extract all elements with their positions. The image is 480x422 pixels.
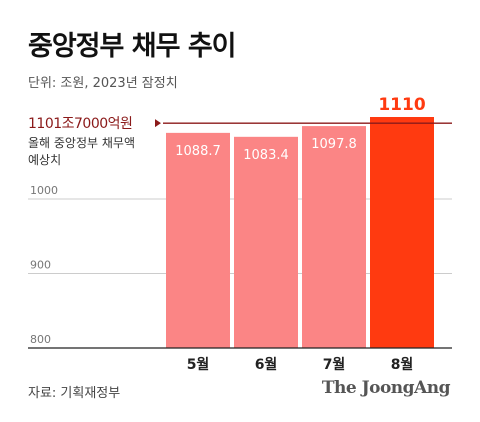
x-category-label: 7월: [323, 356, 346, 373]
reference-note: 예상치: [28, 153, 61, 167]
unit-note: 단위: 조원, 2023년 잠정치: [28, 76, 178, 91]
bar-value-label: 1088.7: [175, 144, 221, 159]
bar: [234, 136, 298, 348]
bar: [166, 132, 230, 348]
bar-value-label: 1110: [378, 95, 425, 115]
source-note: 자료: 기획재정부: [28, 386, 121, 401]
y-tick-label: 900: [30, 258, 51, 271]
reference-label: 1101조7000억원: [28, 116, 132, 132]
brand-logo: The JoongAng: [321, 378, 451, 398]
bar-value-label: 1083.4: [243, 148, 289, 163]
y-tick-label: 800: [30, 333, 51, 346]
reference-arrow-icon: [155, 119, 161, 128]
y-tick-label: 1000: [30, 184, 58, 197]
reference-note: 올해 중앙정부 채무액: [28, 136, 135, 150]
bar-value-label: 1097.8: [311, 137, 357, 152]
bar: [370, 117, 434, 348]
x-category-label: 5월: [187, 356, 210, 373]
chart-title: 중앙정부 채무 추이: [28, 31, 237, 62]
x-category-label: 8월: [391, 356, 414, 373]
bar: [302, 126, 366, 348]
x-category-label: 6월: [255, 356, 278, 373]
